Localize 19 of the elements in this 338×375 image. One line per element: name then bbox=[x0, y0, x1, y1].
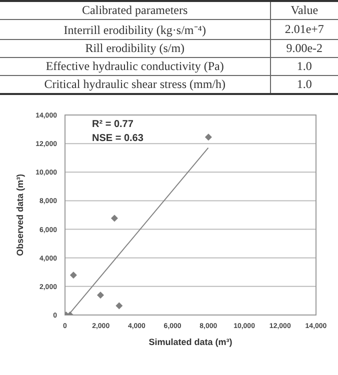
annotation: NSE = 0.63 bbox=[92, 133, 144, 144]
text: 1.0 bbox=[296, 59, 312, 73]
point bbox=[70, 272, 77, 279]
text: 1.0 bbox=[296, 77, 312, 91]
category-label: Critical hydraulic shear stress (mm/h) bbox=[0, 76, 270, 94]
category-label: Effective hydraulic conductivity (Pa) bbox=[0, 58, 270, 76]
annotation: R² = 0.77 bbox=[92, 119, 134, 130]
text: Calibrated parameters bbox=[0, 1, 270, 20]
text: 2.01e+7 bbox=[284, 22, 324, 36]
point bbox=[97, 292, 104, 299]
category-label: Interrill erodibility (kg·s/m⁻⁴) bbox=[0, 20, 270, 40]
point bbox=[204, 134, 212, 141]
x-axis-title: Simulated data (m³) bbox=[148, 337, 232, 347]
point bbox=[116, 302, 123, 310]
point bbox=[110, 214, 118, 222]
text: 9.00e-2 bbox=[286, 41, 323, 55]
text: Value bbox=[270, 1, 338, 20]
y-axis-title: Observed data (m³) bbox=[15, 174, 26, 256]
category-label: Rill erodibility (s/m) bbox=[0, 40, 270, 58]
